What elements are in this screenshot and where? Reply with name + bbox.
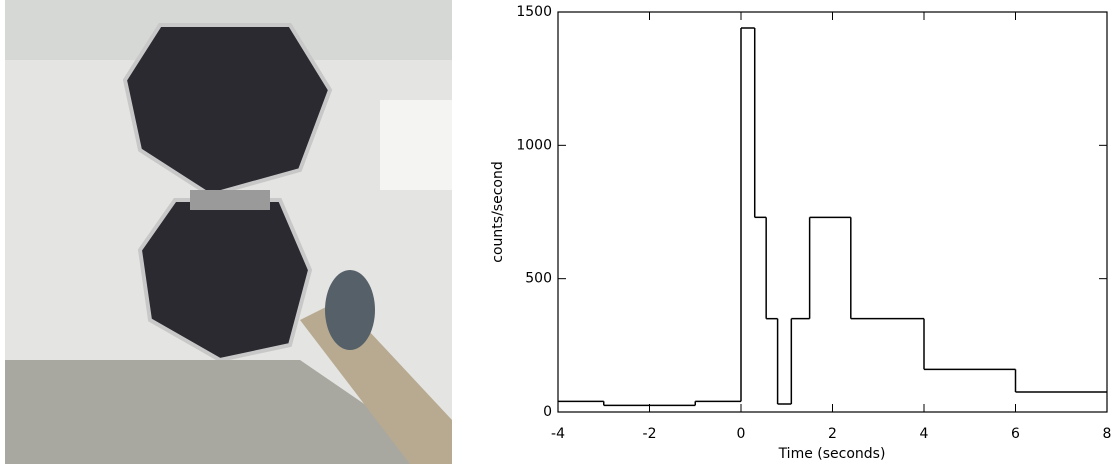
x-tick-label: 8 (1103, 426, 1112, 442)
x-tick-label: 4 (920, 426, 929, 442)
y-tick-label: 500 (525, 271, 552, 287)
plot-frame (557, 11, 1108, 413)
photo (5, 0, 452, 464)
x-tick-label: 2 (828, 426, 837, 442)
y-tick-label: 0 (543, 404, 552, 420)
y-tick-label: 1000 (516, 137, 552, 153)
x-tick-label: -2 (643, 426, 657, 442)
y-axis-label: counts/second (490, 161, 506, 262)
x-tick-label: 0 (737, 426, 746, 442)
y-tick-label: 1500 (516, 4, 552, 20)
x-axis-label: Time (seconds) (778, 446, 886, 462)
x-tick-label: 6 (1011, 426, 1020, 442)
x-tick-label: -4 (551, 426, 565, 442)
